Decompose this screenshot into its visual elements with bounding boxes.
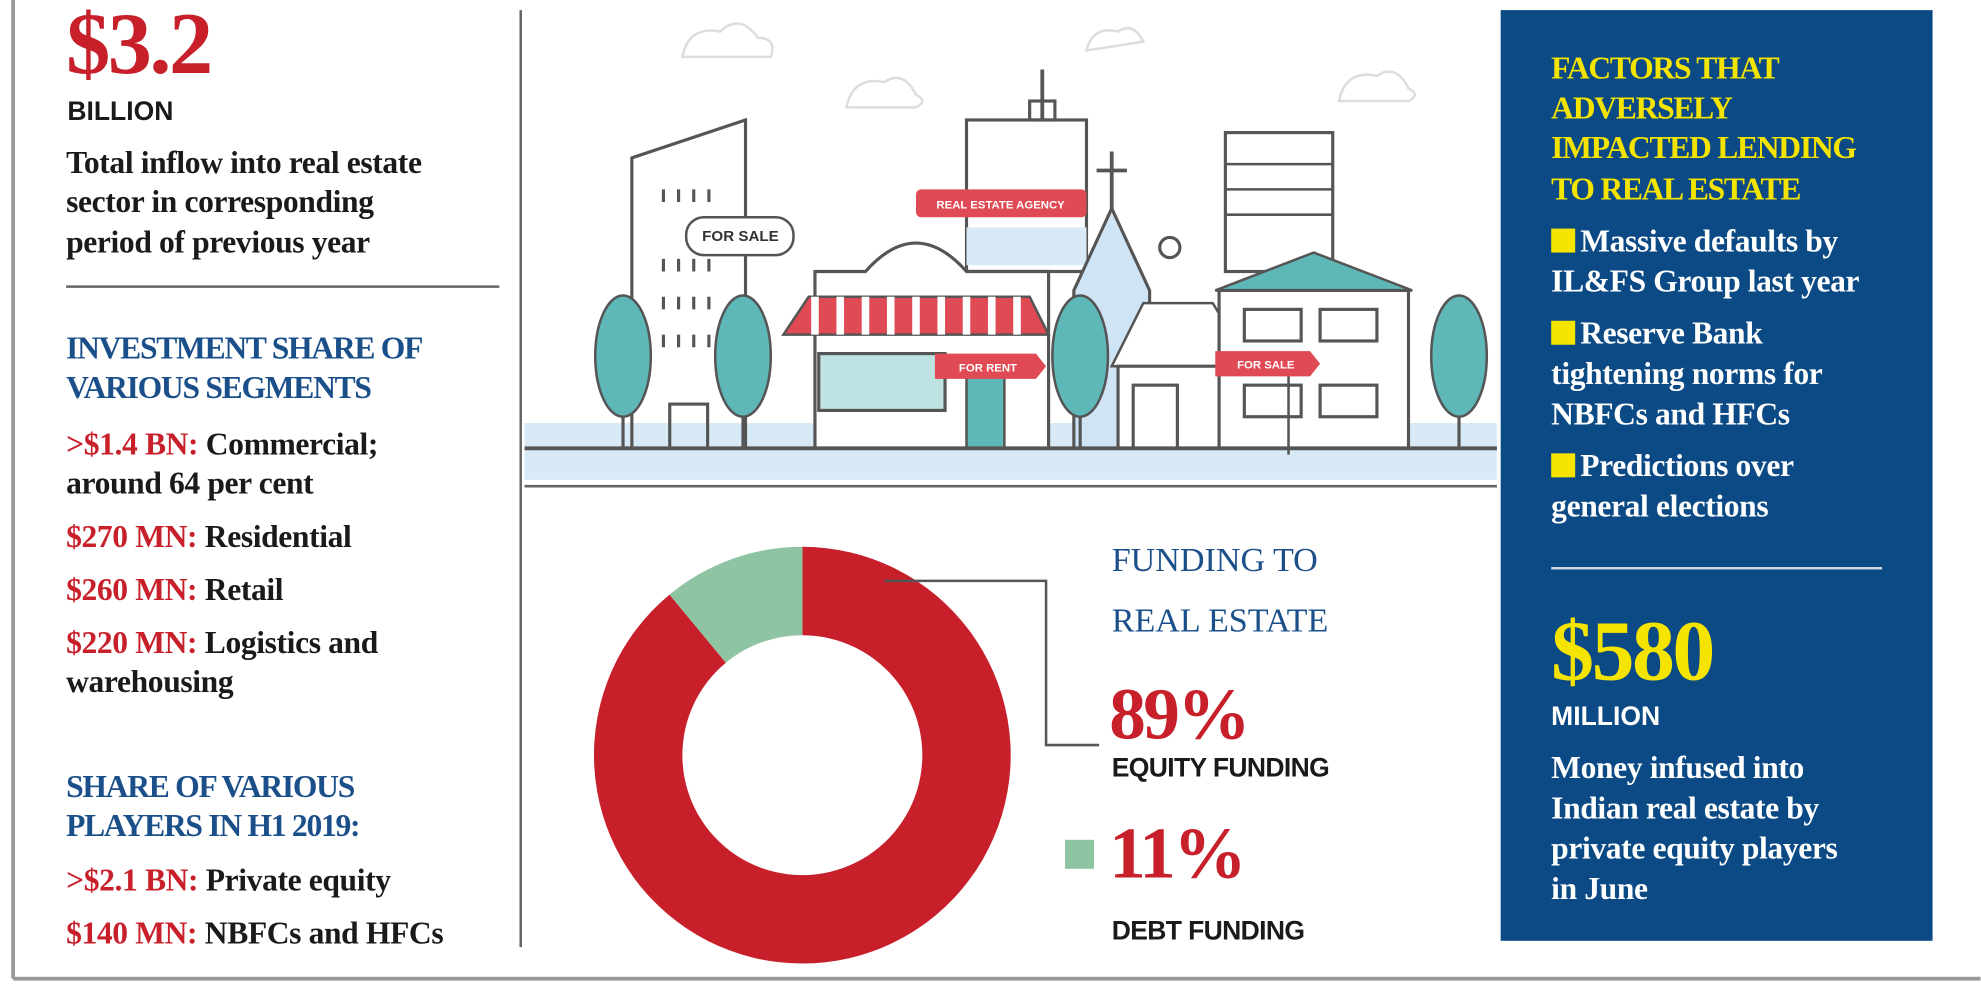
item-amount: $260 MN: [66, 572, 197, 607]
panel-title: TO REAL ESTATE [1551, 172, 1800, 207]
leader-line [884, 579, 1100, 747]
section-heading: PLAYERS IN H1 2019: [66, 808, 359, 843]
donut-segment [593, 546, 1011, 964]
item-amount: $220 MN: [66, 625, 197, 660]
item-text: Logistics and [205, 625, 379, 660]
sign-text: FOR RENT [959, 362, 1017, 374]
item-line: $270 MN: Residential [66, 519, 352, 554]
value-label: 11% [1109, 813, 1244, 894]
item-line: $260 MN: Retail [66, 572, 284, 607]
item-line: around 64 per cent [66, 466, 314, 501]
headline-unit: BILLION [67, 96, 173, 126]
panel-title: IMPACTED LENDING [1551, 130, 1856, 165]
paragraph-line: private equity players [1551, 831, 1837, 866]
bullet-line: tightening norms for [1551, 356, 1823, 391]
bullet-line: Predictions over [1580, 448, 1794, 483]
panel-title: ADVERSELY [1551, 91, 1733, 126]
headline-unit: MILLION [1551, 701, 1660, 731]
bullet [1551, 320, 1576, 345]
sign-text: FOR SALE [702, 228, 779, 245]
bullet [1551, 228, 1576, 253]
item-text: around 64 per cent [66, 466, 314, 501]
item-line: >$1.4 BN: Commercial; [66, 427, 378, 462]
item-text: warehousing [66, 664, 234, 699]
illustration: FOR SALE REAL ESTATE AGENCY FOR RENT FOR… [524, 22, 1497, 480]
item-text: Private equity [206, 862, 392, 897]
chart-title: FUNDING TO [1112, 542, 1318, 579]
chart-title: REAL ESTATE [1112, 602, 1329, 639]
paragraph-line: in June [1551, 871, 1648, 906]
item-text: NBFCs and HFCs [205, 915, 444, 950]
category-label: DEBT FUNDING [1112, 916, 1305, 946]
headline-value: $580 [1551, 602, 1713, 698]
legend-swatch [1065, 839, 1095, 869]
paragraph-line: period of previous year [66, 225, 370, 260]
bullet-line: Massive defaults by [1580, 223, 1838, 258]
section-heading: SHARE OF VARIOUS [66, 769, 355, 804]
item-line: $220 MN: Logistics and [66, 625, 379, 660]
bullet-line: NBFCs and HFCs [1551, 396, 1790, 431]
sign-text: REAL ESTATE AGENCY [936, 199, 1065, 211]
item-amount: >$1.4 BN: [66, 427, 198, 462]
sign-text: FOR SALE [1237, 360, 1295, 372]
bullet-line: general elections [1551, 488, 1768, 523]
section-heading: VARIOUS SEGMENTS [66, 370, 371, 405]
section-heading: INVESTMENT SHARE OF [66, 331, 422, 366]
paragraph-line: Total inflow into real estate [66, 145, 422, 180]
item-text: Retail [205, 572, 284, 607]
item-line: warehousing [66, 664, 234, 699]
paragraph-line: Money infused into [1551, 750, 1804, 785]
panel-title: FACTORS THAT [1551, 50, 1779, 85]
bullet-line: Reserve Bank [1580, 315, 1763, 350]
item-line: $140 MN: NBFCs and HFCs [66, 915, 443, 950]
item-text: Commercial; [206, 427, 378, 462]
headline-value: $3.2 [66, 0, 211, 93]
category-label: EQUITY FUNDING [1112, 753, 1329, 783]
item-amount: >$2.1 BN: [66, 862, 198, 897]
item-amount: $270 MN: [66, 519, 197, 554]
item-amount: $140 MN: [66, 915, 197, 950]
item-line: >$2.1 BN: Private equity [66, 862, 391, 897]
bullet [1551, 453, 1576, 478]
bullet-line: IL&FS Group last year [1551, 264, 1859, 299]
paragraph-line: sector in corresponding [66, 184, 374, 219]
paragraph-line: Indian real estate by [1551, 790, 1819, 825]
donut-segment [669, 546, 803, 663]
item-text: Residential [205, 519, 352, 554]
value-label: 89% [1109, 674, 1248, 755]
